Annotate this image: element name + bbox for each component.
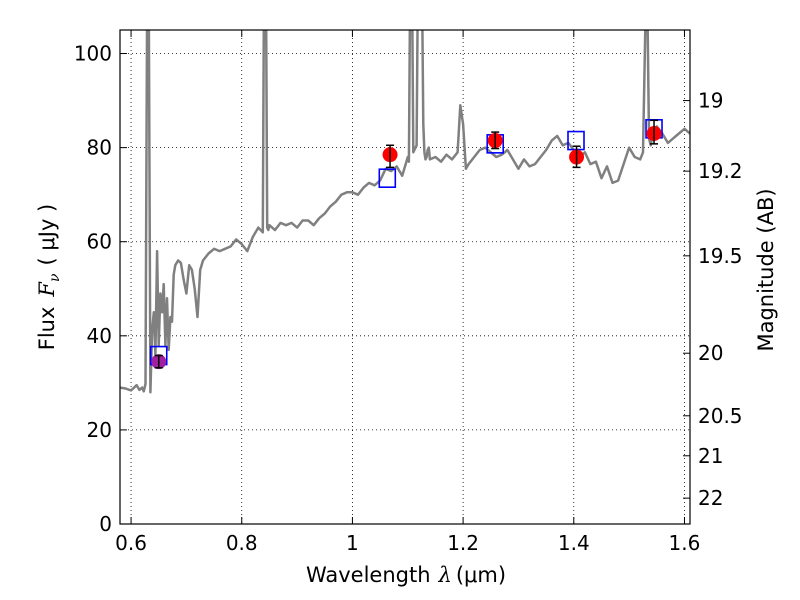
x-tick-label: 1 (346, 531, 359, 555)
x-axis-label-unit: (μm) (456, 563, 506, 587)
y2-tick-label: 19.2 (698, 159, 743, 183)
y-tick-label: 40 (87, 324, 112, 348)
y-axis-label-unit: ( μJy ) (35, 204, 59, 266)
x-tick-label: 1.6 (669, 531, 701, 555)
y-tick-label: 20 (87, 418, 112, 442)
y2-tick-label: 19 (698, 89, 723, 113)
plot-frame (119, 29, 691, 525)
y2-axis-label: Magnitude (AB) (754, 188, 778, 351)
x-tick-label: 0.6 (115, 531, 147, 555)
y2-tick-label: 19.5 (698, 244, 743, 268)
y2-tick-label: 21 (698, 444, 723, 468)
y-tick-label: 60 (87, 230, 112, 254)
model-photometry-point (378, 168, 397, 188)
axes: 0.6 0.8 1 1.2 1.4 1.6 0 20 40 60 80 100 19 19.2 19.5 20… (74, 30, 743, 555)
x-tick-label: 1.4 (558, 531, 590, 555)
x-axis-label: Wavelength λ (μm) (306, 563, 506, 587)
y-tick-label: 100 (74, 42, 112, 66)
x-tick-label: 0.8 (226, 531, 258, 555)
y-axis-label-symbol: F (35, 281, 59, 298)
y-axis-label: Flux Fν ( μJy ) (35, 204, 63, 350)
y-tick-label: 80 (87, 136, 112, 160)
observed-photometry-markers (151, 119, 662, 370)
y-axis-label-text: Flux (35, 307, 59, 351)
y2-tick-label: 22 (698, 486, 723, 510)
x-tick-label: 1.2 (447, 531, 479, 555)
y2-tick-label: 20 (698, 341, 723, 365)
y-axis-label-subscript: ν (47, 273, 63, 282)
y2-tick-label: 20.5 (698, 404, 743, 428)
x-axis-label-text: Wavelength (306, 563, 431, 587)
x-axis-label-symbol: λ (438, 563, 452, 587)
y-tick-label: 0 (99, 512, 112, 536)
